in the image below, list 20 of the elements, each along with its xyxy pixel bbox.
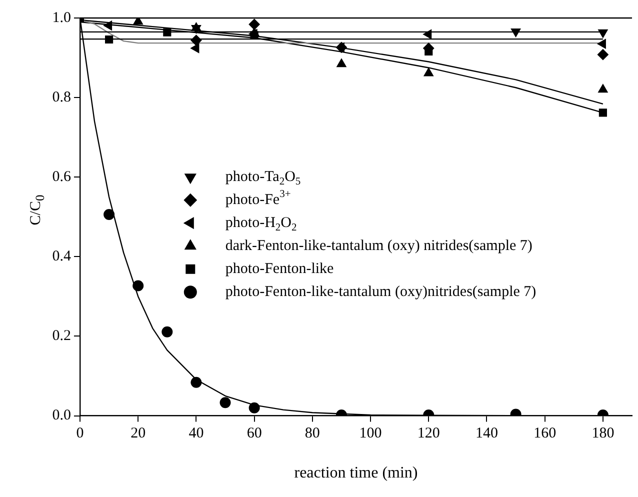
x-tick-label: 180 xyxy=(592,426,614,442)
x-tick-label: 160 xyxy=(534,426,556,442)
x-tick-label: 120 xyxy=(417,426,440,442)
x-tick-label: 140 xyxy=(475,426,498,442)
y-tick-label: 0.4 xyxy=(52,248,72,265)
legend-label: dark-Fenton-like-tantalum (oxy) nitrides(sample 7) xyxy=(225,238,532,254)
y-tick-label: 0.2 xyxy=(52,328,71,344)
x-tick-label: 60 xyxy=(246,426,262,442)
y-tick-label: 0.8 xyxy=(52,89,71,106)
x-tick-label: 40 xyxy=(188,426,204,442)
y-tick-label: 0.0 xyxy=(52,408,71,424)
y-tick-label: 1.0 xyxy=(52,10,71,26)
x-tick-label: 0 xyxy=(76,426,84,442)
legend-label: photo-Fenton-like xyxy=(225,261,334,278)
x-axis-title: reaction time (min) xyxy=(294,464,418,482)
y-tick-label: 0.6 xyxy=(52,169,72,186)
x-tick-label: 20 xyxy=(130,426,146,442)
x-tick-label: 100 xyxy=(359,426,382,442)
x-tick-label: 80 xyxy=(304,426,320,442)
legend-label: photo-Fenton-like-tantalum (oxy)nitrides(sample 7) xyxy=(225,284,536,300)
